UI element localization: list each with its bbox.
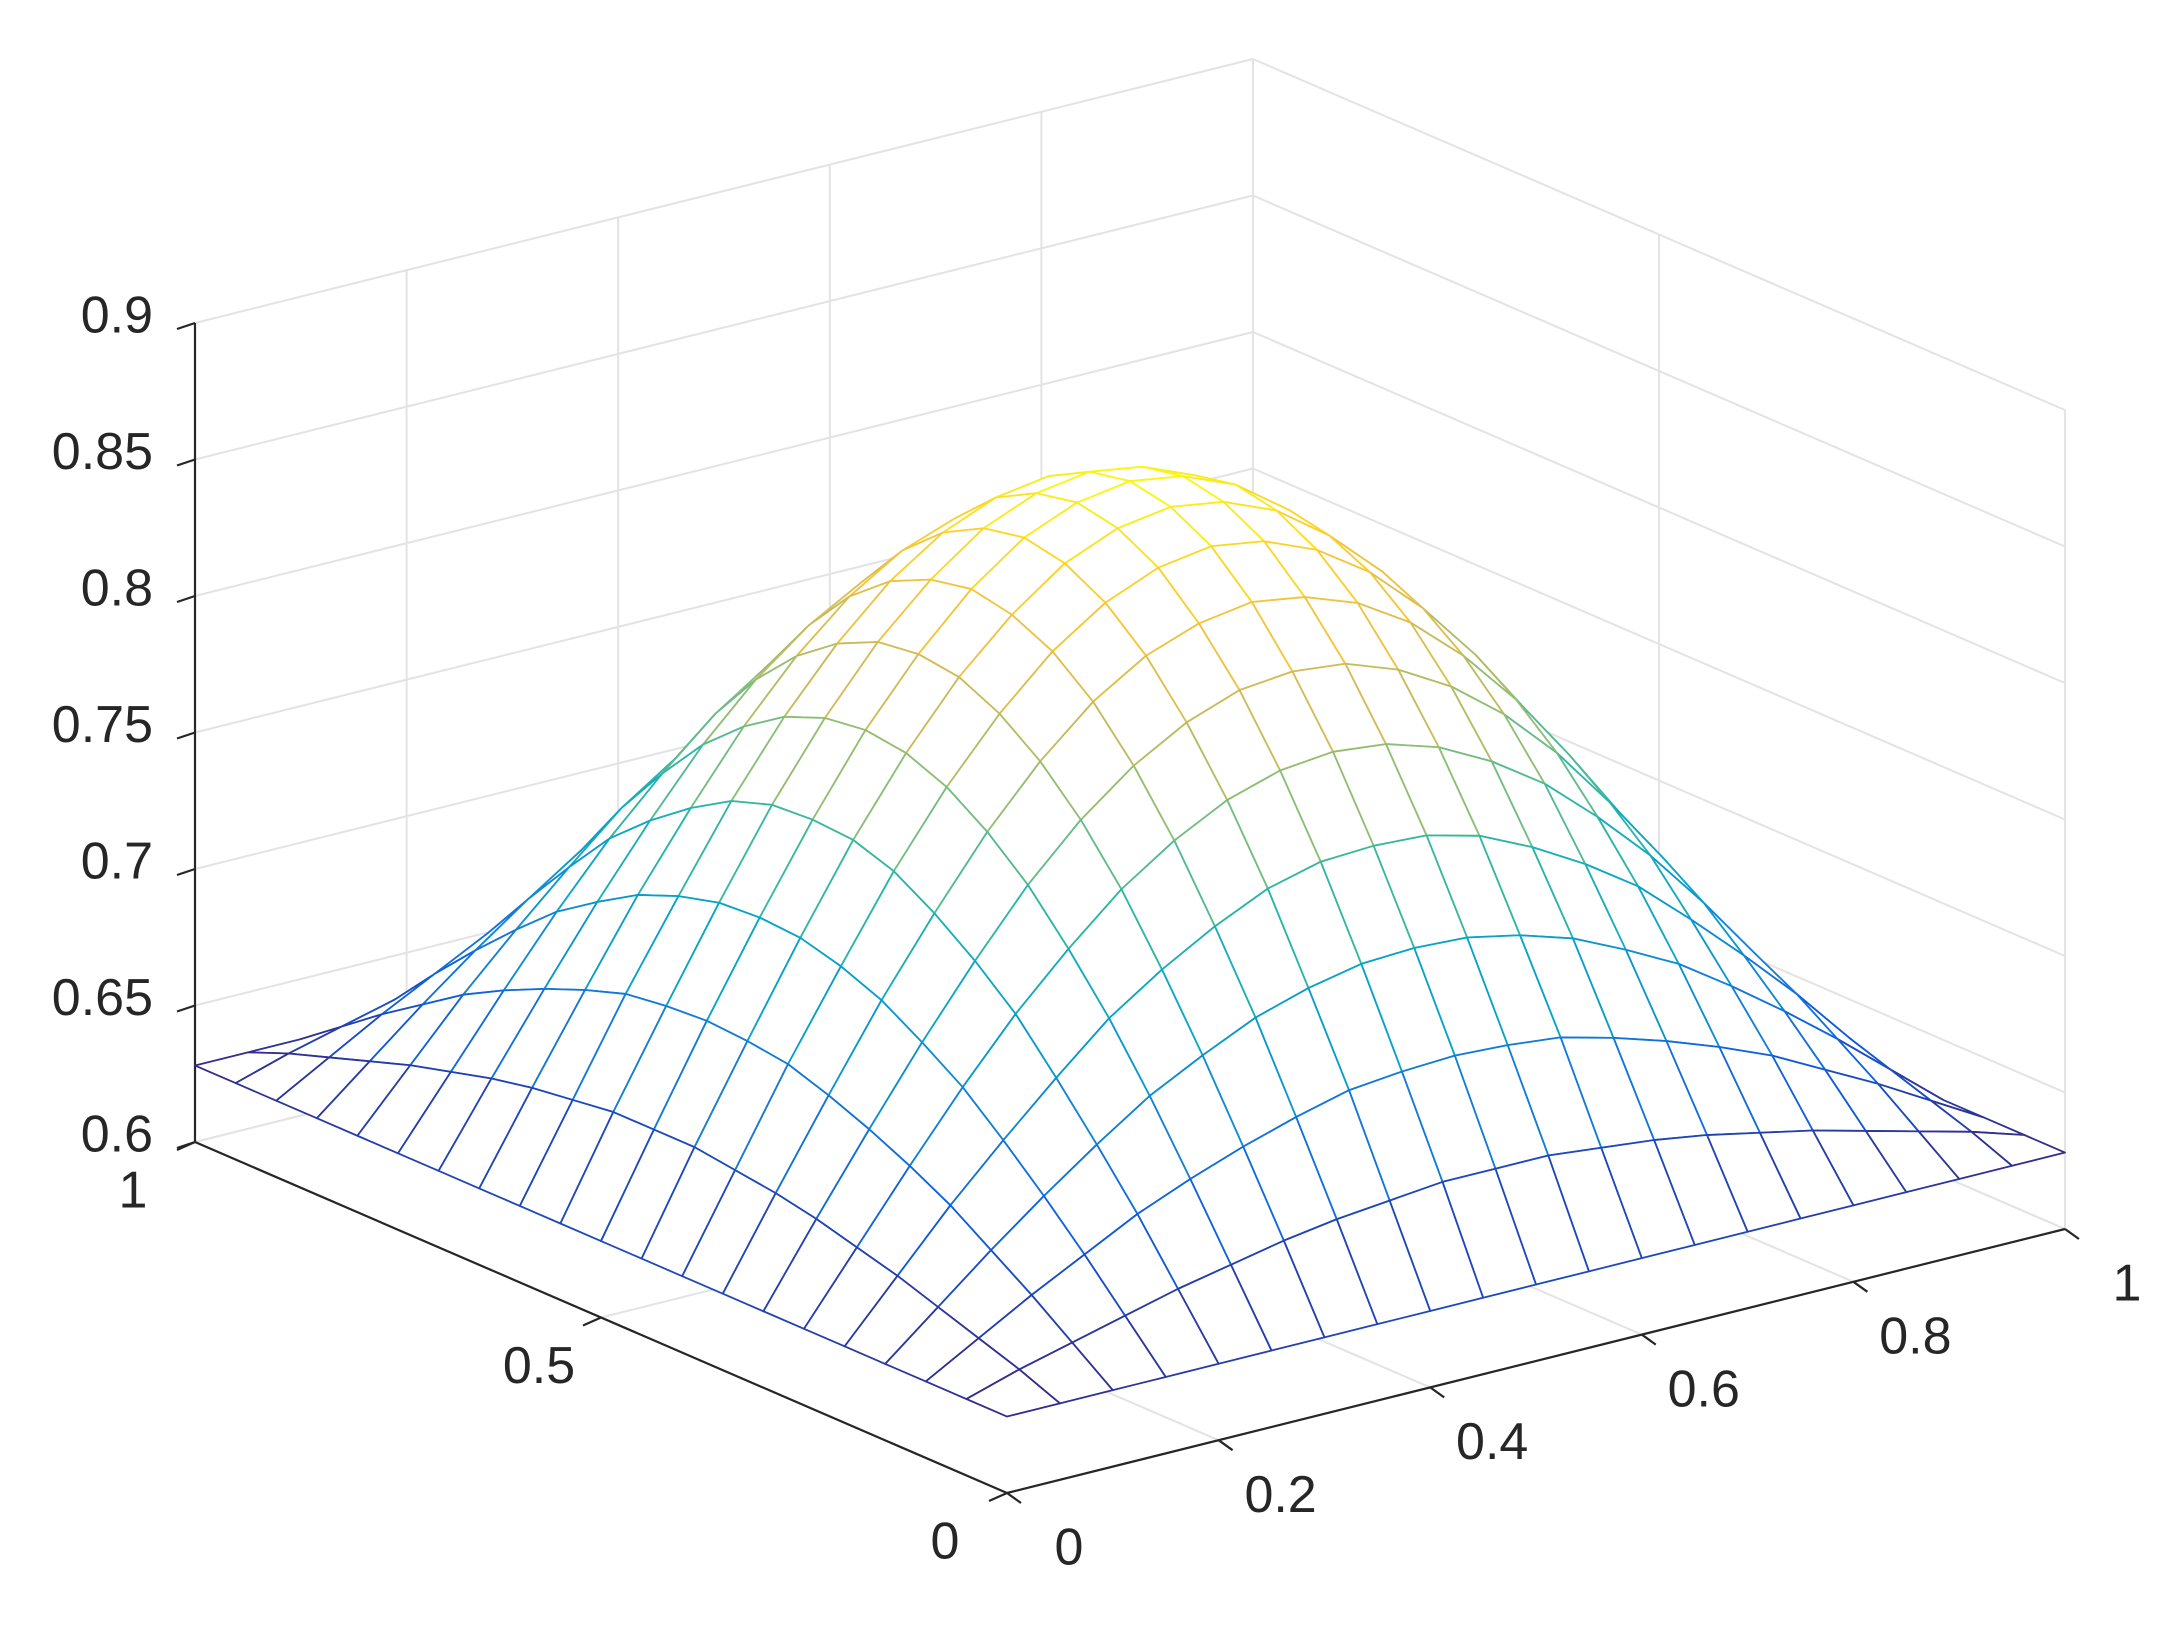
z-tick-label: 0.7 — [81, 833, 153, 891]
grid-line — [194, 331, 1254, 597]
z-tick-label: 0.85 — [52, 423, 153, 481]
z-tick — [176, 1004, 196, 1013]
x-axis — [1006, 1227, 2066, 1495]
z-tick-label: 0.75 — [52, 696, 153, 754]
x-tick-label: 0 — [1055, 1519, 1084, 1577]
z-tick — [176, 731, 196, 740]
z-tick-label: 0.65 — [52, 969, 153, 1027]
x-tick-label: 0.8 — [1879, 1308, 1951, 1366]
x-tick — [1852, 1280, 1869, 1293]
x-tick-label: 0.6 — [1668, 1360, 1740, 1418]
z-tick — [176, 867, 196, 877]
grid-line — [194, 194, 1254, 461]
y-tick-label: 0 — [931, 1513, 960, 1571]
x-tick — [1641, 1333, 1657, 1346]
x-tick-label: 1 — [2113, 1255, 2142, 1313]
z-tick-label: 0.6 — [81, 1106, 153, 1164]
y-tick — [176, 1140, 196, 1152]
mesh-cell — [965, 1368, 1061, 1418]
x-tick-label: 0.2 — [1244, 1466, 1316, 1524]
y-tick — [582, 1316, 602, 1327]
z-tick-label: 0.8 — [81, 560, 153, 618]
y-tick-label: 1 — [119, 1162, 148, 1220]
x-tick — [1429, 1386, 1445, 1399]
x-tick — [1217, 1439, 1234, 1452]
x-tick-label: 0.4 — [1456, 1413, 1528, 1471]
z-tick — [176, 321, 196, 331]
x-tick — [2064, 1228, 2080, 1240]
z-tick — [176, 594, 196, 604]
x-tick — [1006, 1492, 1022, 1504]
y-tick-label: 0.5 — [503, 1337, 575, 1395]
z-tick-label: 0.9 — [81, 287, 153, 345]
y-tick — [988, 1491, 1008, 1503]
grid-line — [194, 58, 1254, 324]
z-tick — [176, 458, 196, 467]
